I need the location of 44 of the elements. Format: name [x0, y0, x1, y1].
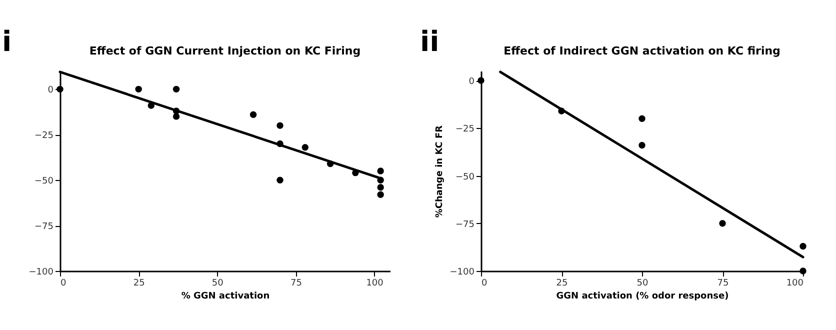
text: ii: [420, 25, 440, 58]
point: [638, 115, 646, 122]
point: [276, 176, 284, 184]
y-tick-label: −100: [450, 268, 475, 278]
y-tick-label: −100: [28, 268, 54, 278]
point: [638, 142, 646, 149]
y-axis-title: %Change in KC FR: [434, 125, 445, 218]
y-tick-label: 0: [48, 86, 54, 96]
point: [135, 86, 142, 93]
x-axis-title: % GGN activation: [181, 292, 270, 302]
chart-title: Effect of GGN Current Injection on KC Firing: [89, 44, 361, 58]
point: [250, 111, 257, 118]
point: [377, 191, 384, 198]
x-tick-label: 100: [786, 278, 804, 288]
y-tick-label: −50: [34, 176, 54, 187]
x-tick-label: 50: [212, 278, 224, 288]
point: [172, 113, 180, 120]
point: [478, 77, 484, 84]
y-tick-label: −75: [34, 222, 54, 232]
point: [377, 184, 384, 191]
x-tick-label: 50: [636, 278, 648, 288]
point: [719, 220, 726, 227]
y-tick-label: −25: [456, 124, 474, 135]
y-tick-label: 0: [468, 77, 475, 88]
x-tick-label: 75: [717, 278, 729, 288]
chart-title: Effect of Indirect GGN activation on KC firing: [504, 44, 780, 58]
point: [800, 268, 806, 274]
x-tick-label: 25: [133, 278, 145, 288]
x-tick-label: 25: [556, 278, 568, 288]
y-tick-label: −75: [456, 220, 474, 230]
x-tick-label: 75: [290, 278, 302, 288]
point: [302, 144, 308, 151]
text: i: [2, 25, 12, 58]
x-tick-label: 0: [60, 278, 66, 288]
x-tick-label: 100: [366, 278, 384, 288]
y-tick-label: −50: [456, 172, 475, 182]
x-axis-title: GGN activation (% odor response): [556, 292, 729, 302]
point: [56, 86, 64, 93]
x-tick-label: 0: [482, 278, 488, 288]
point: [377, 168, 384, 174]
point: [276, 122, 284, 129]
y-tick-label: −25: [34, 131, 54, 142]
point: [172, 86, 180, 93]
point: [800, 242, 806, 250]
